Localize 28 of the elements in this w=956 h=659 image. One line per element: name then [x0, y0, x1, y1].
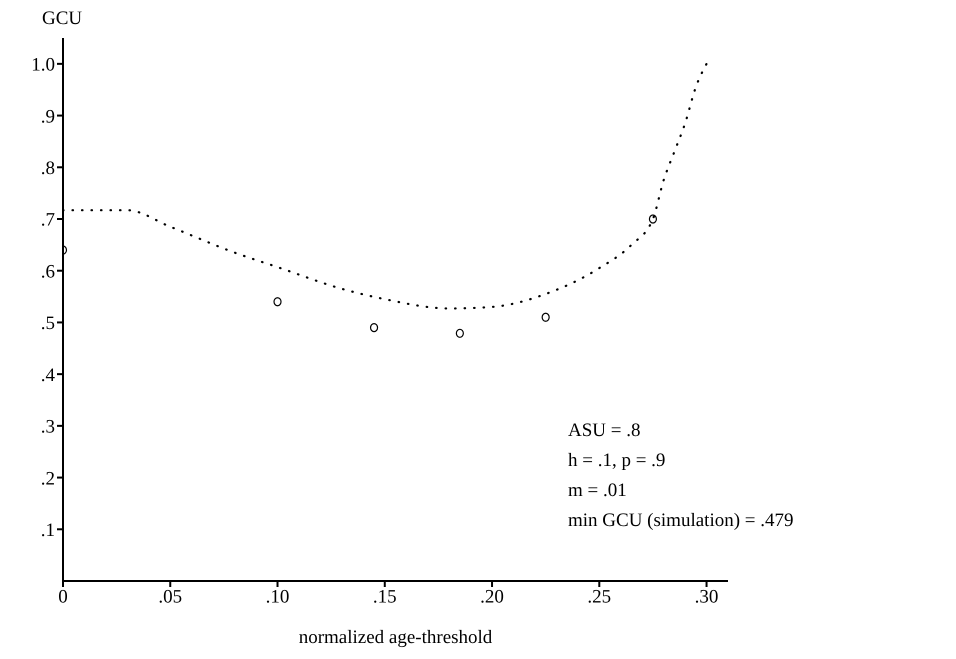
- x-tick-label: .20: [480, 586, 504, 608]
- point: [456, 328, 464, 338]
- annotation: m = .01: [568, 479, 628, 503]
- y-tick-label: .7: [40, 210, 55, 231]
- x-tick-label: .15: [372, 586, 397, 608]
- annotation: ASU = .8: [568, 419, 642, 443]
- x-tick-label: .25: [587, 586, 612, 608]
- x-tick-label: .05: [158, 586, 182, 608]
- x-tick-label: .10: [266, 586, 290, 608]
- x-axis-title: normalized age-threshold: [298, 627, 493, 648]
- point: [273, 297, 282, 306]
- y-tick-label: .9: [40, 106, 55, 128]
- y-tick-label: .8: [40, 158, 55, 180]
- point: [648, 214, 658, 224]
- point: [542, 312, 550, 322]
- x-tick-label: 0: [58, 586, 68, 608]
- y-tick-label: .4: [40, 364, 56, 386]
- y-tick-label: .1: [40, 520, 55, 542]
- y-axis-title: GCU: [42, 8, 82, 30]
- annotation: h = .1, p = .9: [568, 449, 666, 473]
- y-tick-label: .2: [40, 468, 55, 490]
- point: [370, 323, 378, 332]
- y-tick-label: 1.0: [31, 54, 55, 76]
- annotation: min GCU (simulation) = .479: [568, 509, 794, 533]
- y-tick-label: .5: [40, 313, 55, 334]
- y-tick-label: .6: [40, 261, 55, 282]
- x-tick-label: .30: [694, 586, 718, 608]
- y-tick-label: .3: [40, 416, 55, 438]
